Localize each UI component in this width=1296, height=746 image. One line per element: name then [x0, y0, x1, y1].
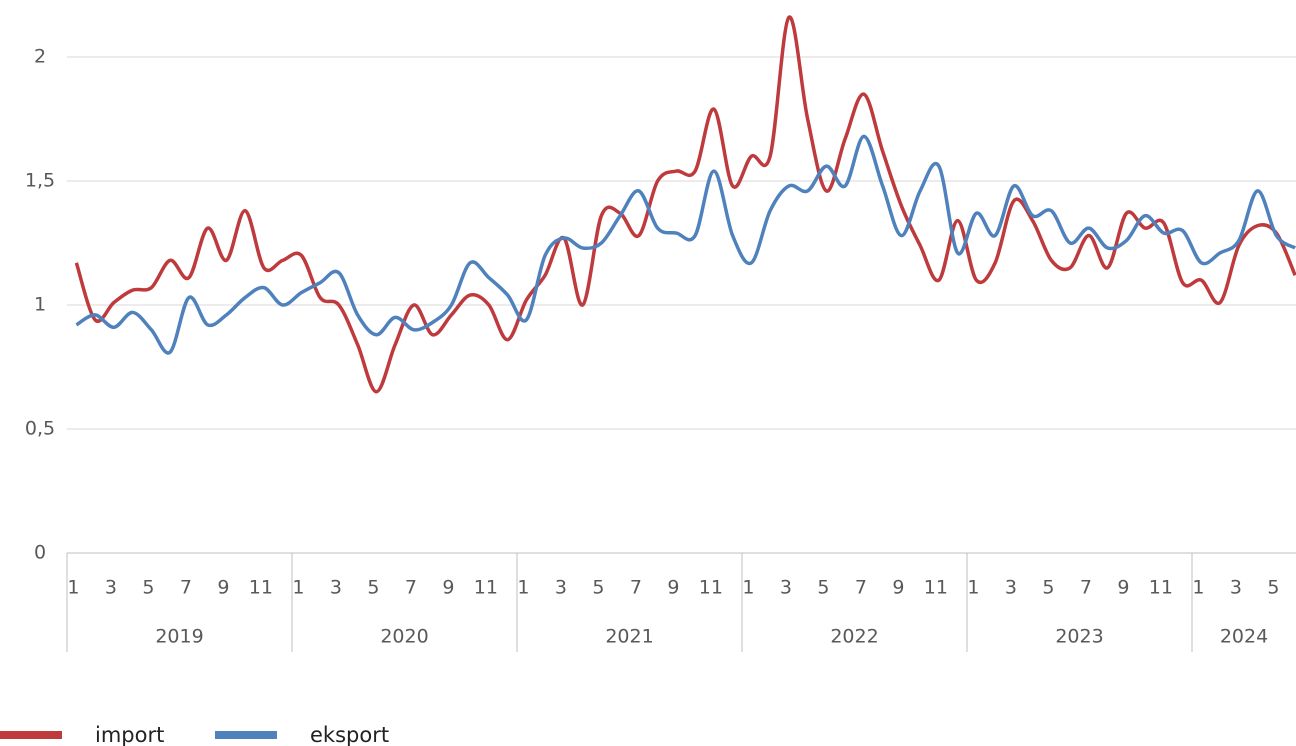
x-tick-label: 3 [1230, 577, 1242, 599]
x-tick-label: 5 [592, 577, 604, 599]
legend-label: import [95, 723, 164, 746]
x-tick-label: 11 [474, 577, 498, 599]
y-tick-label: 0 [34, 542, 46, 564]
x-tick-label: 7 [1080, 577, 1092, 599]
y-tick-label: 0,5 [25, 418, 55, 440]
x-tick-label: 11 [1149, 577, 1173, 599]
y-tick-label: 2 [34, 46, 46, 68]
legend-swatch [215, 731, 277, 739]
x-tick-label: 11 [924, 577, 948, 599]
x-tick-label: 5 [367, 577, 379, 599]
x-tick-label: 1 [67, 577, 79, 599]
y-tick-label: 1 [34, 294, 46, 316]
x-tick-label: 9 [217, 577, 229, 599]
x-tick-label: 3 [555, 577, 567, 599]
group-label: 2019 [155, 626, 203, 648]
x-tick-label: 1 [742, 577, 754, 599]
group-label: 2023 [1055, 626, 1103, 648]
x-tick-label: 3 [330, 577, 342, 599]
group-label: 2021 [605, 626, 653, 648]
x-tick-label: 7 [855, 577, 867, 599]
x-tick-label: 7 [405, 577, 417, 599]
x-tick-label: 5 [1042, 577, 1054, 599]
x-tick-label: 9 [667, 577, 679, 599]
x-tick-label: 3 [780, 577, 792, 599]
group-label: 2024 [1220, 626, 1268, 648]
x-tick-label: 5 [1267, 577, 1279, 599]
legend-swatch [0, 731, 62, 739]
line-series [75, 134, 1296, 355]
legend-label: eksport [310, 723, 389, 746]
x-tick-label: 1 [292, 577, 304, 599]
x-tick-label: 3 [105, 577, 117, 599]
x-tick-label: 3 [1005, 577, 1017, 599]
y-tick-label: 1,5 [25, 170, 55, 192]
x-tick-label: 9 [442, 577, 454, 599]
x-tick-label: 7 [630, 577, 642, 599]
line-series [74, 15, 1296, 394]
group-label: 2020 [380, 626, 428, 648]
x-tick-label: 1 [517, 577, 529, 599]
x-tick-label: 7 [180, 577, 192, 599]
group-label: 2022 [830, 626, 878, 648]
x-tick-label: 9 [1117, 577, 1129, 599]
x-tick-label: 1 [967, 577, 979, 599]
x-tick-label: 9 [892, 577, 904, 599]
x-tick-label: 5 [817, 577, 829, 599]
x-tick-label: 5 [142, 577, 154, 599]
x-tick-label: 11 [699, 577, 723, 599]
x-tick-label: 11 [249, 577, 273, 599]
x-tick-label: 1 [1192, 577, 1204, 599]
